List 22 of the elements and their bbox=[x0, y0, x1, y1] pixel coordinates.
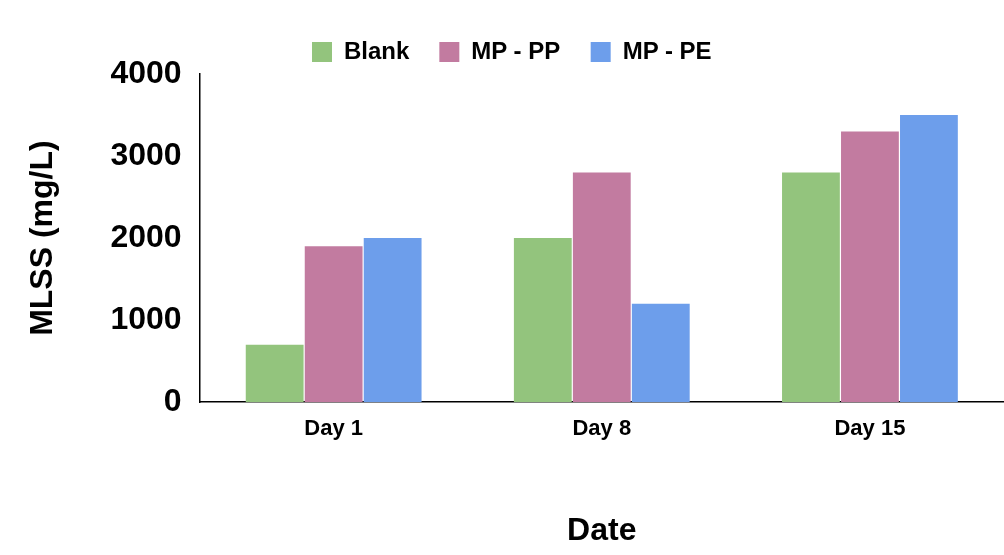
y-tick-label: 0 bbox=[163, 382, 182, 419]
bar bbox=[304, 246, 363, 403]
bar bbox=[513, 238, 572, 403]
x-tick-label: Day 1 bbox=[304, 415, 364, 441]
bar bbox=[841, 131, 899, 403]
bar bbox=[245, 344, 304, 403]
bar bbox=[631, 303, 690, 403]
legend-label: MP - PP bbox=[471, 36, 561, 64]
bar bbox=[900, 115, 958, 403]
x-tick-label: Day 8 bbox=[572, 415, 632, 441]
bar bbox=[782, 172, 840, 403]
legend-label: MP - PE bbox=[622, 36, 712, 64]
y-tick-label: 4000 bbox=[110, 53, 182, 90]
legend-label: Blank bbox=[343, 36, 410, 64]
y-axis-title: MLSS (mg/L) bbox=[23, 140, 60, 336]
y-tick-label: 1000 bbox=[110, 299, 182, 336]
bar bbox=[363, 238, 422, 403]
x-tick-label: Day 15 bbox=[834, 415, 906, 441]
y-tick-label: 2000 bbox=[110, 217, 182, 254]
bar bbox=[572, 172, 631, 403]
x-axis-title: Date bbox=[567, 510, 637, 547]
y-tick-label: 3000 bbox=[110, 135, 182, 172]
